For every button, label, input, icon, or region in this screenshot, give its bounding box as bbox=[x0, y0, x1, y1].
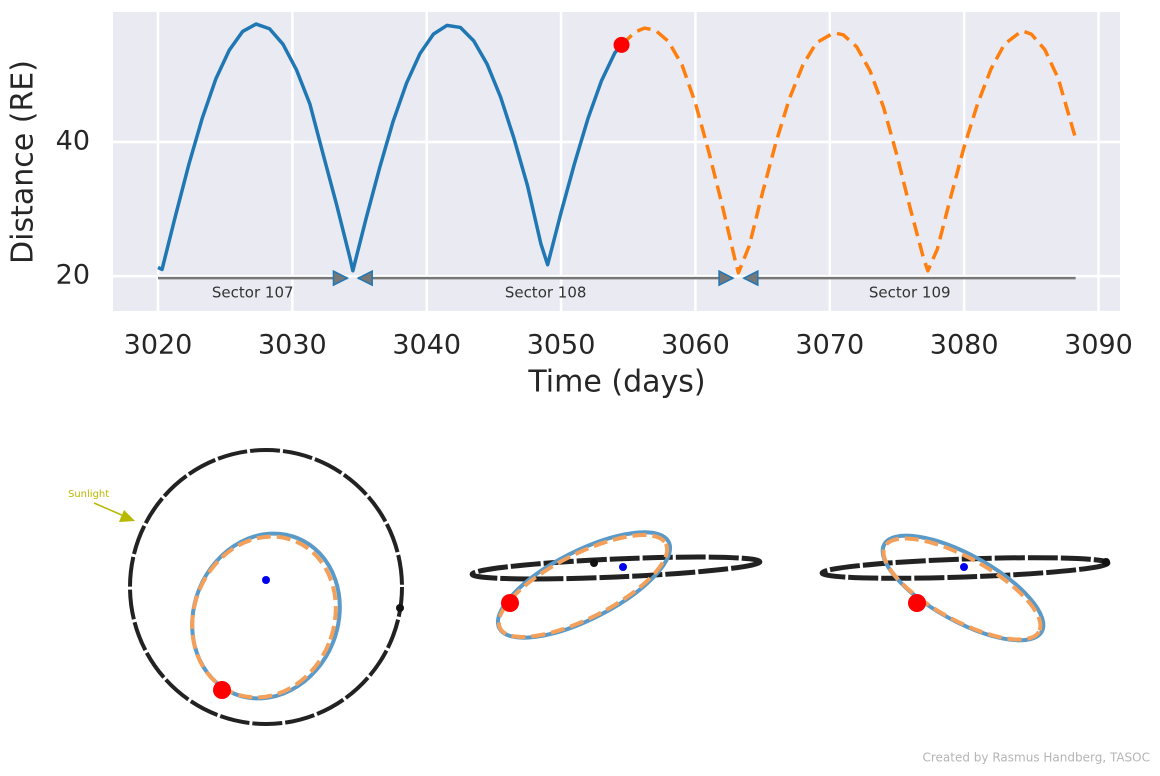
x-tick-label: 3060 bbox=[661, 330, 730, 361]
marker bbox=[613, 36, 630, 53]
sector-label: Sector 107 bbox=[212, 284, 294, 302]
moon bbox=[396, 604, 404, 612]
series-line bbox=[157, 22, 623, 273]
sector-label: Sector 109 bbox=[869, 284, 951, 302]
sunlight-arrow bbox=[93, 502, 125, 517]
x-tick-label: 3050 bbox=[527, 330, 596, 361]
x-tick-label: 3030 bbox=[258, 330, 327, 361]
orbit-future bbox=[496, 533, 670, 639]
earth bbox=[262, 576, 270, 584]
series-line bbox=[620, 26, 1078, 275]
orbit bbox=[880, 533, 1046, 643]
spacecraft bbox=[501, 594, 519, 612]
orbit-panel-3 bbox=[819, 533, 1111, 643]
sector-arrowhead bbox=[742, 269, 759, 287]
sunlight-arrowhead bbox=[119, 510, 135, 522]
earth bbox=[960, 563, 968, 571]
x-axis-label: Time (days) bbox=[527, 365, 705, 400]
sunlight-label: Sunlight bbox=[68, 489, 109, 500]
y-tick-label: 20 bbox=[56, 260, 90, 291]
moon bbox=[1102, 558, 1110, 566]
x-tick-label: 3020 bbox=[124, 330, 193, 361]
spacecraft bbox=[908, 594, 926, 612]
y-axis-label: Distance (RE) bbox=[6, 60, 41, 264]
sector-arrowhead bbox=[356, 269, 373, 287]
moon-orbit bbox=[128, 448, 404, 726]
y-tick-label: 40 bbox=[56, 126, 90, 157]
x-tick-label: 3090 bbox=[1064, 330, 1133, 361]
earth bbox=[619, 563, 627, 571]
moon bbox=[590, 559, 598, 567]
x-tick-label: 3070 bbox=[795, 330, 864, 361]
orbit-panel-2 bbox=[469, 530, 763, 640]
orbit-future bbox=[190, 534, 338, 700]
sector-label: Sector 108 bbox=[505, 284, 587, 302]
x-tick-label: 3040 bbox=[392, 330, 461, 361]
x-tick-label: 3080 bbox=[930, 330, 999, 361]
marks bbox=[157, 22, 1078, 287]
orbit-panel-1: Sunlight bbox=[68, 448, 404, 726]
plot-area bbox=[113, 12, 1120, 311]
sector-arrowhead bbox=[332, 269, 350, 287]
orbit-future bbox=[881, 536, 1043, 642]
spacecraft bbox=[213, 681, 231, 699]
sector-arrowhead bbox=[718, 269, 735, 287]
credit: Created by Rasmus Handberg, TASOC bbox=[923, 751, 1151, 765]
moon-orbit bbox=[469, 554, 763, 582]
